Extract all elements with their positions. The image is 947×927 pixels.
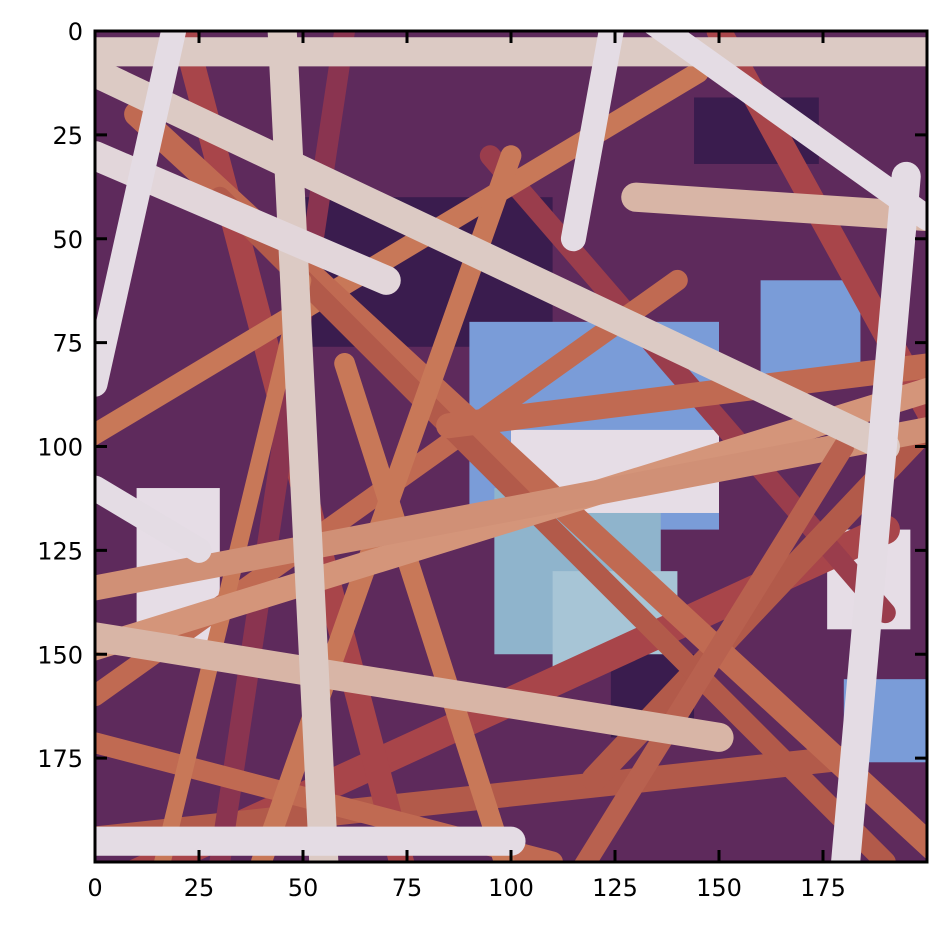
fiber-25 — [95, 31, 187, 397]
fiber-14 — [334, 352, 516, 862]
fiber-image-layer — [95, 31, 927, 862]
x-tick-label-50: 50 — [288, 874, 319, 902]
x-tick-label-125: 125 — [592, 874, 638, 902]
x-axis: 0 25 50 75 100 125 150 175 — [87, 31, 846, 902]
y-tick-label-150: 150 — [37, 641, 83, 669]
plot-area — [95, 31, 927, 862]
y-tick-label-0: 0 — [68, 18, 83, 46]
x-tick-label-75: 75 — [392, 874, 423, 902]
y-tick-label-175: 175 — [37, 745, 83, 773]
y-tick-label-25: 25 — [52, 122, 83, 150]
y-tick-label-125: 125 — [37, 537, 83, 565]
fiber-28 — [643, 31, 927, 231]
x-tick-label-25: 25 — [184, 874, 215, 902]
fiber-27 — [560, 31, 624, 252]
y-tick-label-50: 50 — [52, 226, 83, 254]
fiber-12 — [436, 353, 927, 439]
fiber-21 — [95, 57, 900, 462]
x-tick-label-0: 0 — [87, 874, 102, 902]
background-patch-5 — [760, 280, 861, 381]
x-tick-label-150: 150 — [696, 874, 742, 902]
y-axis: 0 25 50 75 100 125 150 175 — [37, 18, 927, 773]
fiber-10 — [209, 186, 896, 862]
y-tick-label-100: 100 — [37, 434, 83, 462]
fiber-29 — [831, 161, 921, 862]
fiber-26 — [95, 475, 212, 563]
x-tick-label-175: 175 — [800, 874, 846, 902]
y-tick-label-75: 75 — [52, 330, 83, 358]
x-tick-label-100: 100 — [488, 874, 534, 902]
fiber-15 — [153, 271, 312, 862]
fiber-18 — [574, 436, 855, 862]
fiber-17 — [95, 416, 927, 601]
fiber-19 — [95, 622, 734, 752]
